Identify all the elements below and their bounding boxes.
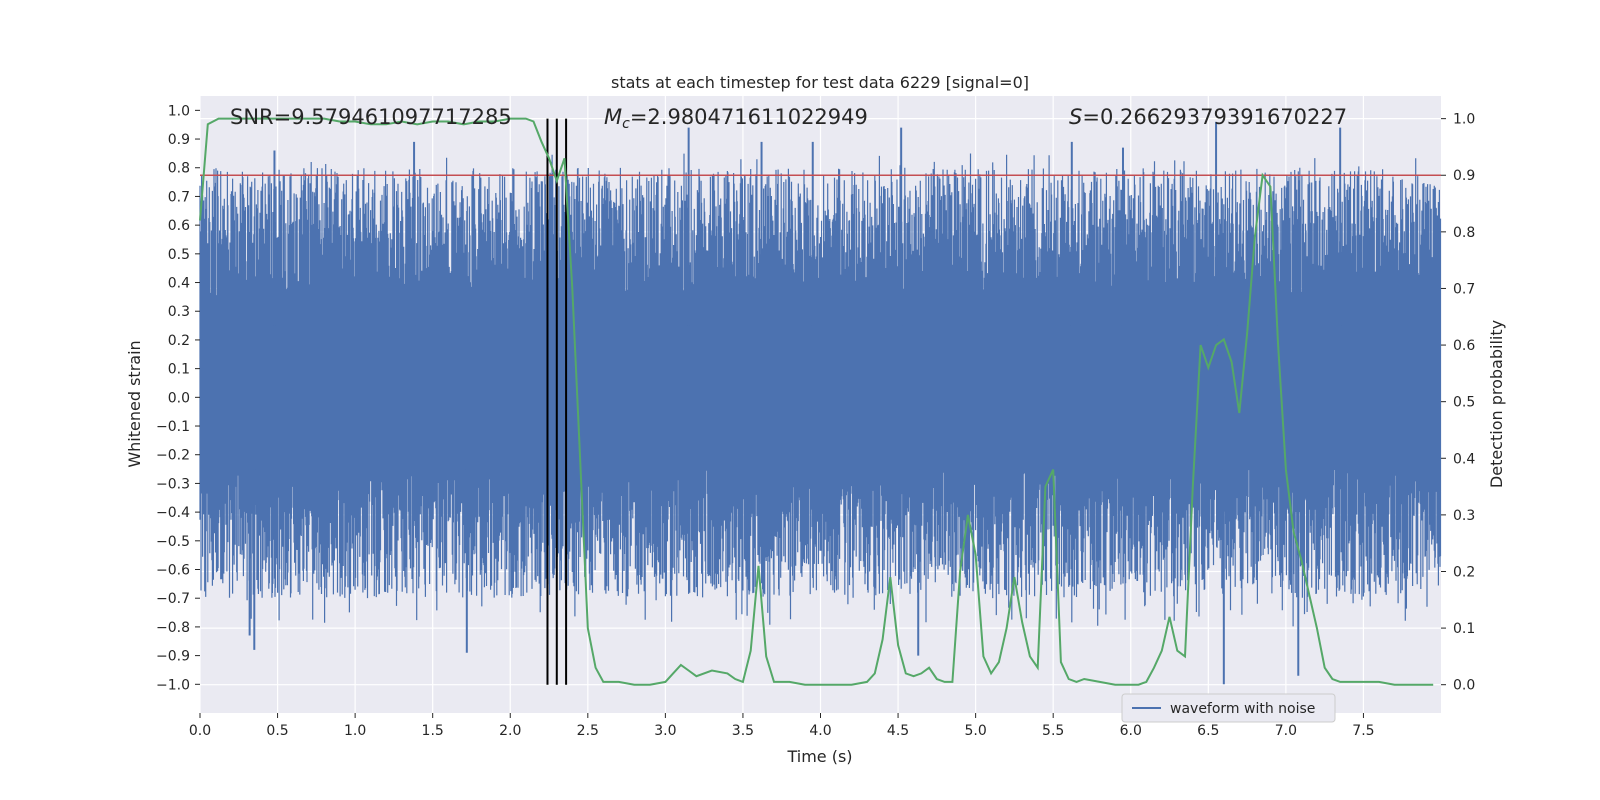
- x-tick-label: 2.5: [577, 723, 599, 739]
- x-tick-label: 5.0: [964, 723, 986, 739]
- s-value: =0.26629379391670227: [1082, 105, 1347, 129]
- y-tick-label-left: 0.8: [168, 161, 190, 177]
- y-tick-label-left: −0.7: [156, 591, 190, 607]
- y-tick-label-right: 0.9: [1453, 168, 1475, 184]
- x-tick-label: 0.0: [189, 723, 211, 739]
- y-tick-label-right: 0.4: [1453, 451, 1475, 467]
- x-tick-label: 3.0: [654, 723, 676, 739]
- y-tick-label-left: 1.0: [168, 103, 190, 119]
- x-tick-label: 6.5: [1197, 723, 1219, 739]
- x-tick-label: 1.0: [344, 723, 366, 739]
- y-tick-label-left: 0.6: [168, 218, 190, 234]
- y-tick-label-left: −0.8: [156, 620, 190, 636]
- mc-symbol: M: [604, 105, 622, 129]
- y-axis-label-right: Detection probability: [1487, 320, 1506, 488]
- x-tick-label: 2.0: [499, 723, 521, 739]
- y-tick-label-right: 0.0: [1453, 678, 1475, 694]
- y-tick-label-left: −0.5: [156, 534, 190, 550]
- waveform-core: [200, 325, 1441, 470]
- s-annotation: S=0.26629379391670227: [1069, 105, 1347, 129]
- y-tick-label-right: 1.0: [1453, 112, 1475, 128]
- y-tick-label-right: 0.7: [1453, 281, 1475, 297]
- y-tick-label-right: 0.8: [1453, 225, 1475, 241]
- y-axis-label-left: Whitened strain: [125, 340, 144, 467]
- x-ticks: 0.0 0.5 1.0 1.5 2.0 2.5 3.0 3.5 4.0 4.5 5.0 5.5 6.0 6…: [189, 713, 1375, 739]
- x-tick-label: 3.5: [732, 723, 754, 739]
- y-ticks-right: 1.0 0.9 0.8 0.7 0.6 0.5 0.4 0.3 0.2 0.1 0.0: [1441, 112, 1475, 694]
- y-tick-label-left: −0.1: [156, 419, 190, 435]
- y-tick-label-left: −0.6: [156, 563, 190, 579]
- x-tick-label: 7.5: [1352, 723, 1374, 739]
- x-tick-label: 1.5: [422, 723, 444, 739]
- x-tick-label: 4.0: [809, 723, 831, 739]
- y-tick-label-left: 0.9: [168, 132, 190, 148]
- probability-series: [199, 117, 1434, 686]
- y-tick-label-left: 0.7: [168, 189, 190, 205]
- chirp-mass-annotation: Mc=2.980471611022949: [604, 105, 868, 132]
- y-tick-label-left: −0.3: [156, 476, 190, 492]
- vertical-markers: [546, 118, 568, 685]
- mc-value: =2.980471611022949: [630, 105, 868, 129]
- y-tick-label-right: 0.1: [1453, 621, 1475, 637]
- y-tick-label-right: 0.6: [1453, 338, 1475, 354]
- legend[interactable]: waveform with noise: [1121, 693, 1336, 723]
- chart-title: stats at each timestep for test data 622…: [611, 73, 1029, 92]
- y-tick-label-left: 0.3: [168, 304, 190, 320]
- y-tick-label-right: 0.3: [1453, 508, 1475, 524]
- y-tick-label-left: −0.2: [156, 448, 190, 464]
- y-tick-label-left: 0.1: [168, 362, 190, 378]
- snr-annotation: SNR=9.579461097717285: [230, 105, 512, 129]
- x-tick-label: 6.0: [1120, 723, 1142, 739]
- x-axis-label: Time (s): [786, 747, 852, 766]
- probability-line: [199, 117, 1434, 686]
- y-tick-label-left: 0.4: [168, 276, 190, 292]
- legend-label: waveform with noise: [1170, 701, 1315, 717]
- x-tick-label: 5.5: [1042, 723, 1064, 739]
- y-tick-label-right: 0.5: [1453, 395, 1475, 411]
- y-ticks-left: 1.0 0.9 0.8 0.7 0.6 0.5 0.4 0.3 0.2 0.1 0.0 −0.1 −0.…: [156, 103, 200, 693]
- y-tick-label-right: 0.2: [1453, 564, 1475, 580]
- legend-box: [1121, 693, 1336, 723]
- y-tick-label-left: 0.2: [168, 333, 190, 349]
- y-tick-label-left: 0.5: [168, 247, 190, 263]
- y-tick-label-left: −1.0: [156, 677, 190, 693]
- mc-subscript: c: [622, 116, 630, 132]
- waveform-series: [199, 121, 1442, 685]
- x-tick-label: 0.5: [266, 723, 288, 739]
- x-tick-label: 7.0: [1275, 723, 1297, 739]
- y-tick-label-left: −0.9: [156, 649, 190, 665]
- y-tick-label-left: −0.4: [156, 505, 190, 521]
- y-tick-label-left: 0.0: [168, 390, 190, 406]
- x-tick-label: 4.5: [887, 723, 909, 739]
- s-symbol: S: [1069, 105, 1082, 129]
